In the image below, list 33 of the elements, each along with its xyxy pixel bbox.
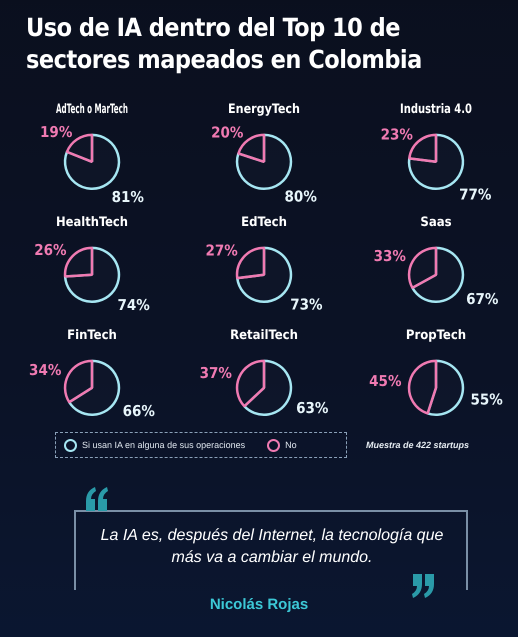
data-label: 20% [211, 123, 244, 142]
data-label: 19% [40, 122, 73, 141]
data-label: 73% [290, 295, 323, 314]
chart-title: PropTech [406, 328, 466, 344]
legend-label: No [285, 440, 297, 450]
chart-title: EnergyTech [228, 100, 300, 116]
chart-title: EdTech [241, 215, 287, 230]
data-label: 81% [112, 188, 144, 206]
text: La IA es, después del Internet, la tecnología que más va a cambiar el mundo. [100, 526, 444, 568]
data-label: 55% [470, 390, 504, 409]
data-label: 63% [296, 399, 329, 418]
data-label: 37% [200, 364, 232, 382]
text: Nicolás Rojas [208, 596, 310, 613]
data-label: 74% [117, 296, 150, 314]
chart-title: FinTech [67, 328, 117, 344]
chart-title: AdTech o MarTech [56, 101, 128, 117]
data-label: 27% [205, 242, 238, 260]
data-label: 33% [374, 246, 406, 265]
data-label: 23% [380, 125, 414, 144]
data-label: 66% [122, 402, 156, 420]
chart-title: Saas [420, 215, 452, 230]
chart-title: HealthTech [56, 215, 128, 230]
chart-title: RetailTech [230, 328, 298, 344]
data-label: 67% [466, 290, 499, 308]
text: Uso de IA dentro del Top 10 de sectores mapeados en Colombia [26, 12, 423, 76]
data-label: 34% [29, 360, 62, 379]
data-label: 80% [284, 187, 318, 206]
chart-title: Industria 4.0 [400, 101, 472, 116]
legend-label: Si usan IA en alguna de sus operaciones [82, 440, 246, 450]
text: Muestra de 422 startups [366, 440, 470, 450]
data-label: 77% [459, 185, 492, 204]
data-label: 45% [369, 372, 402, 390]
data-label: 26% [34, 240, 67, 259]
